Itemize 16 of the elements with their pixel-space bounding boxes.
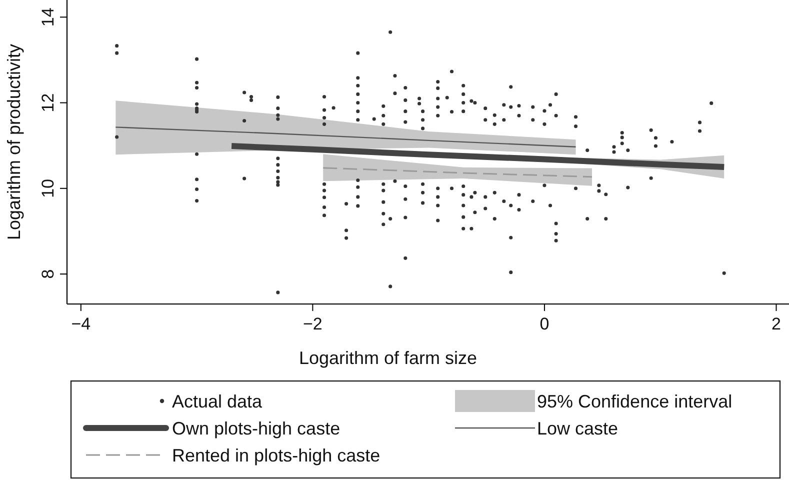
line-series xyxy=(115,126,576,148)
legend-label: Actual data xyxy=(172,391,264,412)
x-tick-label: −4 xyxy=(71,314,91,334)
x-axis-title: Logarithm of farm size xyxy=(298,348,478,368)
x-tick-label: 2 xyxy=(772,314,781,334)
legend-label: Rented in plots-high caste xyxy=(172,445,380,466)
y-tick-label: 14 xyxy=(38,8,58,27)
legend-label: Low caste xyxy=(537,418,618,438)
y-tick-label: 10 xyxy=(38,178,58,198)
text: 95% Confidence interval xyxy=(537,391,732,412)
legend-label: Own plots-high caste xyxy=(172,418,340,438)
y-tick-label: 12 xyxy=(38,93,58,112)
x-tick-label: −2 xyxy=(302,314,322,334)
y-axis-title: Logarithm of productivity xyxy=(4,44,24,240)
x-tick-label: 0 xyxy=(540,314,550,334)
y-tick-label: 8 xyxy=(38,269,58,279)
